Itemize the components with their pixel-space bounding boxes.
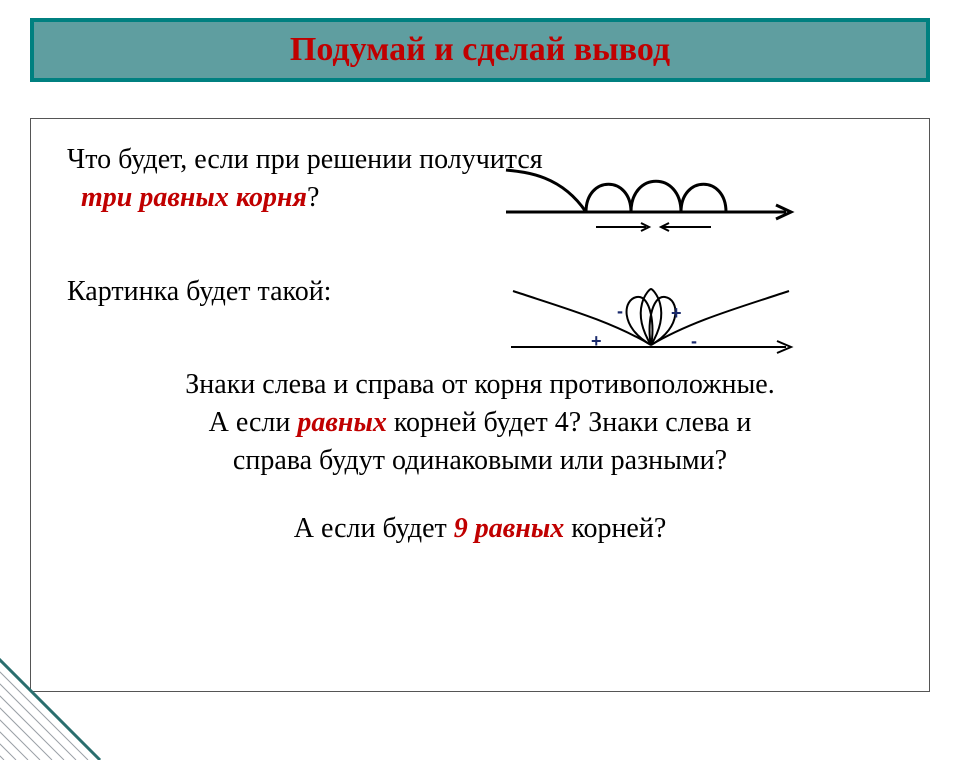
emph-nine-equal: 9 равных (454, 513, 564, 544)
sign-bot-plus: + (591, 329, 602, 353)
l5b: корней будет 4? Знаки слева и (387, 407, 751, 438)
qmark1: ? (307, 182, 319, 213)
diagram-collapsed-petals (501, 287, 801, 371)
title-text: Подумай и сделай вывод (290, 31, 670, 69)
sign-top-plus: + (671, 301, 682, 325)
emph-three-equal-roots: три равных корня (81, 182, 307, 213)
l7a: А если будет (294, 513, 454, 544)
l5a: А если (209, 407, 298, 438)
l7b: корней? (564, 513, 666, 544)
sign-bot-minus: - (691, 329, 697, 353)
conclusion-line4: А если будет 9 равных корней? (67, 510, 893, 548)
title-banner: Подумай и сделай вывод (30, 18, 930, 82)
emph-equal: равных (297, 407, 386, 438)
content-box: Что будет, если при решении получится тр… (30, 118, 930, 692)
conclusion-line3: справа будут одинаковыми или разными? (67, 442, 893, 480)
conclusion-line2: А если равных корней будет 4? Знаки слев… (67, 404, 893, 442)
diagram-three-arcs (501, 167, 801, 247)
conclusion-line1: Знаки слева и справа от корня противопол… (67, 366, 893, 404)
sign-top-minus: - (617, 299, 623, 323)
